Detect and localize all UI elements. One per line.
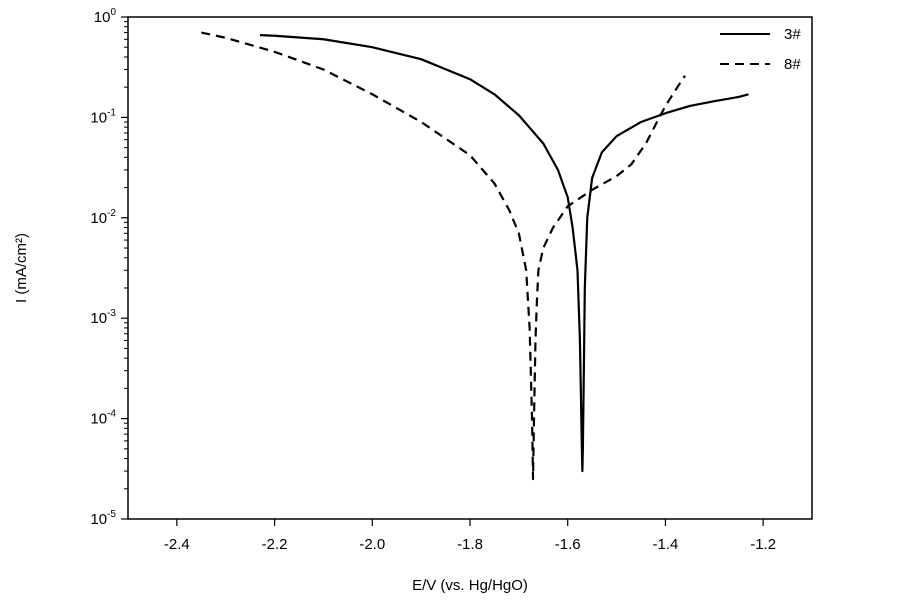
y-tick-label: 10-1	[90, 107, 116, 126]
x-tick-label: -1.4	[652, 536, 678, 553]
x-tick-label: -2.0	[359, 536, 385, 553]
y-tick-label: 10-5	[90, 509, 116, 528]
x-tick-label: -2.2	[262, 536, 288, 553]
y-tick-label: 10-2	[90, 208, 116, 227]
x-tick-label: -1.6	[555, 536, 581, 553]
y-axis-title: I (mA/cm²)	[13, 233, 30, 303]
x-axis-ticks: -2.4 -2.2 -2.0 -1.8 -1.6 -1.4 -1.2	[164, 519, 776, 553]
legend: 3# 8#	[720, 26, 801, 73]
legend-label-3#: 3#	[784, 26, 801, 43]
x-axis-title: E/V (vs. Hg/HgO)	[412, 577, 528, 594]
y-axis-ticks: 100 10-1 10-2 10-3 10-4 10-5	[90, 7, 128, 528]
y-tick-label: 10-3	[90, 308, 116, 327]
y-tick-label: 10-4	[90, 409, 116, 428]
x-tick-label: -1.8	[457, 536, 483, 553]
x-tick-label: -1.2	[750, 536, 776, 553]
series-line-3#	[259, 34, 749, 473]
x-tick-label: -2.4	[164, 536, 190, 553]
plot-frame	[127, 16, 813, 520]
series-layer	[201, 31, 749, 481]
legend-label-8#: 8#	[784, 56, 801, 73]
y-tick-label: 100	[94, 7, 117, 26]
series-line-8#	[201, 31, 686, 481]
